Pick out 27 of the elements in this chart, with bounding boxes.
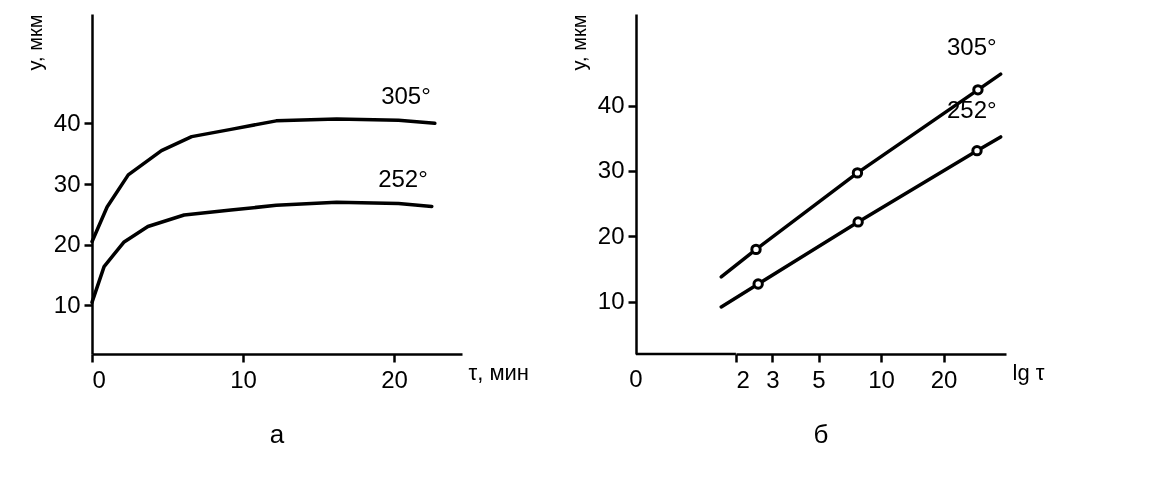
x-tick-label: 20 <box>930 365 958 393</box>
x-axis-title: τ, мин <box>468 359 529 385</box>
x-tick-label: 10 <box>230 365 257 393</box>
x-tick-label: 3 <box>766 365 780 393</box>
y-tick-label: 30 <box>597 156 625 184</box>
y-axis-title: y, мкм <box>23 14 46 71</box>
x-tick-label: 0 <box>629 365 643 392</box>
y-tick-label: 30 <box>53 169 81 197</box>
y-tick-label: 40 <box>597 91 625 119</box>
x-tick-label: 2 <box>736 365 750 393</box>
x-tick-label: 10 <box>868 365 895 393</box>
text: а <box>269 419 285 449</box>
y-tick-label: 20 <box>53 230 81 258</box>
y-tick-label: 20 <box>597 221 625 249</box>
x-axis-title: lg τ <box>1012 359 1045 385</box>
series-label: 252° <box>378 165 428 193</box>
series-label: 305° <box>381 82 431 110</box>
series-label: 305° <box>947 33 997 61</box>
y-axis-title: y, мкм <box>567 14 590 71</box>
y-tick-label: 10 <box>597 287 625 315</box>
text: б <box>813 419 829 449</box>
x-tick-label: 20 <box>381 365 408 393</box>
series-label: 252° <box>947 95 997 123</box>
x-tick-label: 0 <box>92 365 106 393</box>
x-tick-label: 5 <box>812 365 826 393</box>
y-tick-label: 40 <box>53 108 81 136</box>
y-tick-label: 10 <box>53 290 81 318</box>
